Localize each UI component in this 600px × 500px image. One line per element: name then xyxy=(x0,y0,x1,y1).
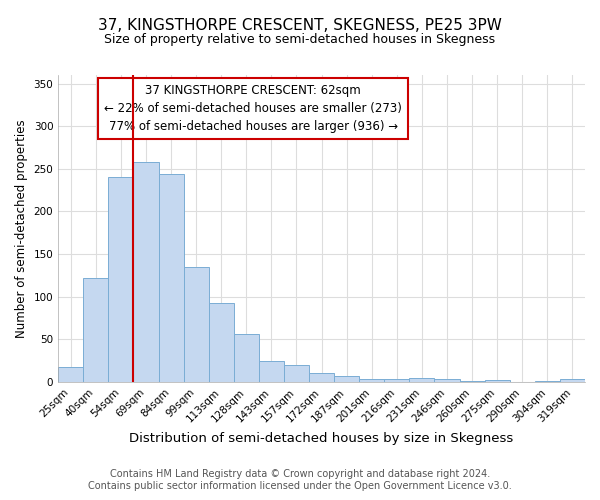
Bar xyxy=(284,365,309,382)
Text: Size of property relative to semi-detached houses in Skegness: Size of property relative to semi-detach… xyxy=(104,32,496,46)
Bar xyxy=(234,334,259,382)
Bar xyxy=(334,376,359,382)
Bar xyxy=(133,162,158,382)
Bar xyxy=(58,366,83,382)
Bar xyxy=(560,378,585,382)
Bar xyxy=(158,174,184,382)
Bar xyxy=(460,381,485,382)
Bar xyxy=(535,381,560,382)
Text: Contains public sector information licensed under the Open Government Licence v3: Contains public sector information licen… xyxy=(88,481,512,491)
Bar xyxy=(259,360,284,382)
Bar xyxy=(385,378,409,382)
Text: 37 KINGSTHORPE CRESCENT: 62sqm
← 22% of semi-detached houses are smaller (273)
7: 37 KINGSTHORPE CRESCENT: 62sqm ← 22% of … xyxy=(104,84,402,133)
X-axis label: Distribution of semi-detached houses by size in Skegness: Distribution of semi-detached houses by … xyxy=(130,432,514,445)
Bar xyxy=(83,278,109,382)
Bar xyxy=(409,378,434,382)
Bar xyxy=(209,302,234,382)
Bar xyxy=(109,178,133,382)
Bar xyxy=(485,380,510,382)
Y-axis label: Number of semi-detached properties: Number of semi-detached properties xyxy=(15,119,28,338)
Text: 37, KINGSTHORPE CRESCENT, SKEGNESS, PE25 3PW: 37, KINGSTHORPE CRESCENT, SKEGNESS, PE25… xyxy=(98,18,502,32)
Bar xyxy=(359,378,385,382)
Bar xyxy=(184,267,209,382)
Bar xyxy=(434,378,460,382)
Bar xyxy=(309,372,334,382)
Text: Contains HM Land Registry data © Crown copyright and database right 2024.: Contains HM Land Registry data © Crown c… xyxy=(110,469,490,479)
